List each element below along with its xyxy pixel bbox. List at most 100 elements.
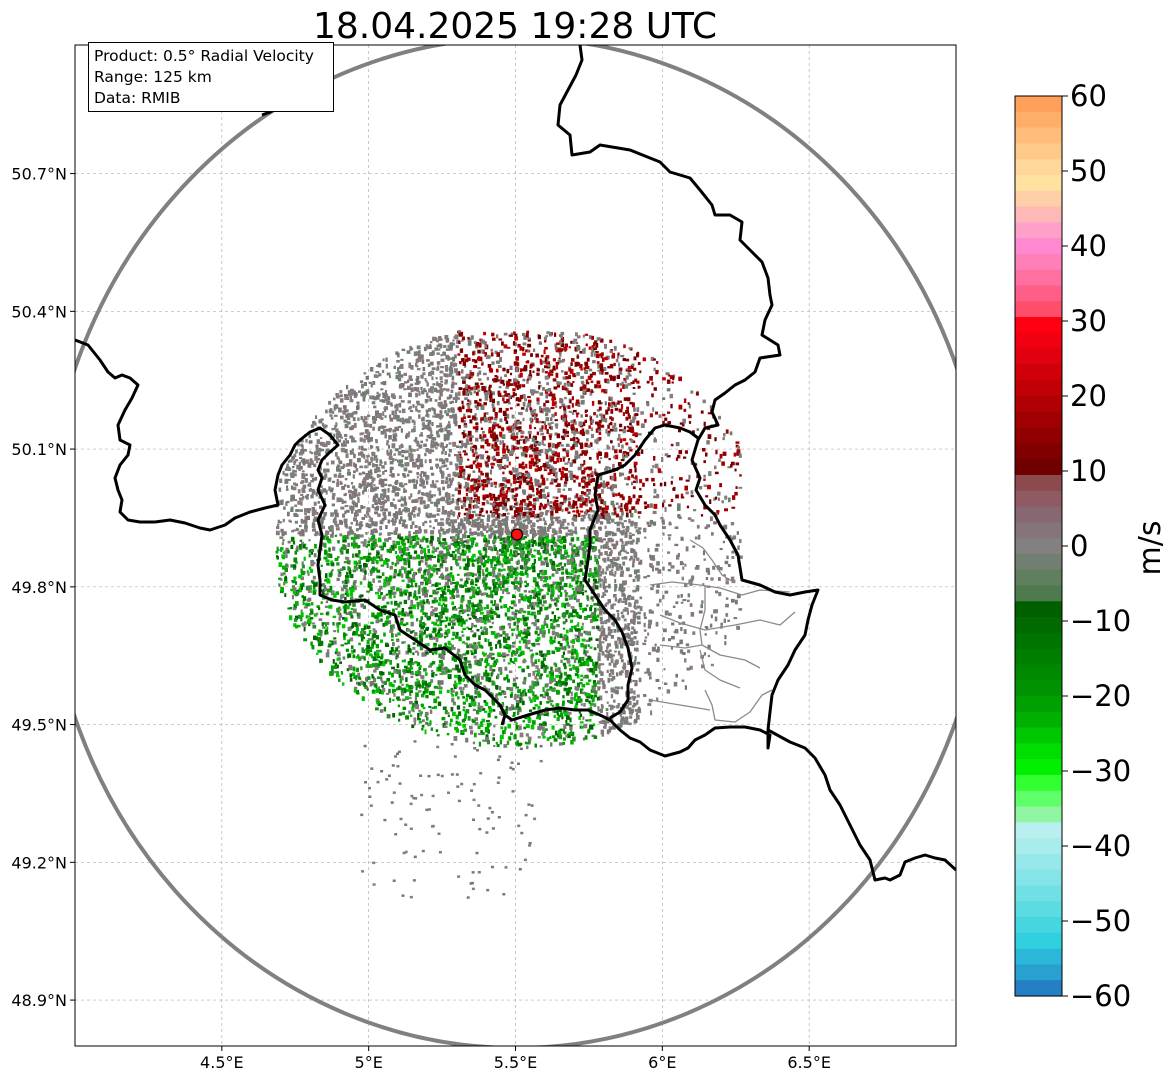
echo-pixel [605,708,609,712]
echo-pixel [305,546,308,550]
echo-pixel [477,676,480,682]
echo-pixel [470,652,473,656]
echo-pixel [548,584,551,590]
echo-pixel [631,533,635,536]
echo-pixel [472,461,475,465]
echo-pixel [419,539,424,543]
echo-pixel [300,438,304,443]
echo-pixel [391,638,394,641]
echo-pixel [547,696,551,700]
echo-pixel [625,358,630,362]
echo-pixel [575,702,579,706]
echo-pixel [284,593,287,597]
echo-pixel [472,453,475,457]
echo-pixel [576,575,580,580]
echo-pixel [348,570,352,575]
echo-pixel [437,680,440,685]
echo-pixel [422,591,425,596]
echo-pixel [478,590,482,596]
echo-pixel [439,565,444,569]
echo-pixel [302,600,305,606]
echo-pixel [718,591,722,597]
echo-pixel [598,493,602,499]
echo-pixel [440,358,445,362]
echo-pixel [550,479,554,485]
echo-pixel [684,658,687,663]
echo-pixel [420,638,424,642]
echo-pixel [444,492,448,498]
echo-pixel [436,463,439,469]
echo-pixel [630,513,634,518]
echo-pixel [350,615,354,619]
echo-pixel [366,454,370,458]
echo-pixel [523,628,528,632]
echo-pixel [623,377,627,381]
echo-pixel [536,681,540,686]
echo-pixel [347,469,350,472]
echo-pixel [506,686,510,691]
echo-pixel [504,633,509,637]
echo-pixel [528,460,533,465]
echo-pixel [404,591,407,596]
echo-pixel [449,590,453,595]
echo-pixel [493,535,496,540]
echo-pixel [335,422,338,427]
echo-pixel [448,421,451,424]
echo-pixel [484,392,488,397]
echo-pixel [515,356,519,361]
echo-pixel [439,422,442,428]
echo-pixel [474,400,478,404]
echo-pixel [680,601,684,604]
echo-pixel [486,523,489,528]
echo-pixel [408,710,411,714]
echo-pixel [476,385,480,389]
echo-pixel [629,541,634,545]
echo-pixel [375,698,380,703]
echo-pixel [513,497,517,502]
echo-pixel [544,371,548,374]
echo-pixel [522,332,525,336]
echo-pixel [310,559,315,565]
echo-pixel [408,591,412,597]
echo-pixel [319,520,322,524]
echo-pixel [667,569,672,572]
echo-pixel [352,608,357,614]
echo-pixel [537,451,540,455]
echo-pixel [587,444,591,448]
echo-pixel [561,474,565,478]
echo-pixel [414,542,417,548]
echo-pixel [425,689,429,694]
echo-pixel [655,411,658,415]
echo-pixel [588,637,593,641]
echo-pixel [609,416,613,420]
echo-pixel [614,686,619,689]
echo-pixel [403,671,406,675]
echo-pixel [592,536,596,539]
echo-pixel [334,662,338,666]
echo-pixel [343,632,346,638]
echo-pixel [557,587,560,591]
echo-pixel [491,680,494,683]
echo-pixel [409,658,413,662]
echo-pixel [482,582,486,588]
echo-pixel [485,628,488,631]
echo-pixel [598,460,601,464]
echo-pixel [532,601,535,606]
echo-pixel [337,540,340,544]
echo-pixel [420,471,424,474]
echo-pixel [360,541,364,544]
echo-pixel [557,455,561,459]
echo-pixel [415,364,419,368]
echo-pixel [703,558,706,561]
echo-pixel [386,449,389,455]
echo-pixel [670,646,673,650]
echo-pixel [380,381,385,385]
echo-pixel [340,671,343,674]
echo-pixel [278,562,283,567]
echo-pixel [467,390,470,393]
echo-pixel [662,413,666,417]
echo-pixel [497,425,502,429]
echo-pixel [479,523,482,529]
echo-pixel [616,402,620,405]
echo-pixel [495,508,500,512]
